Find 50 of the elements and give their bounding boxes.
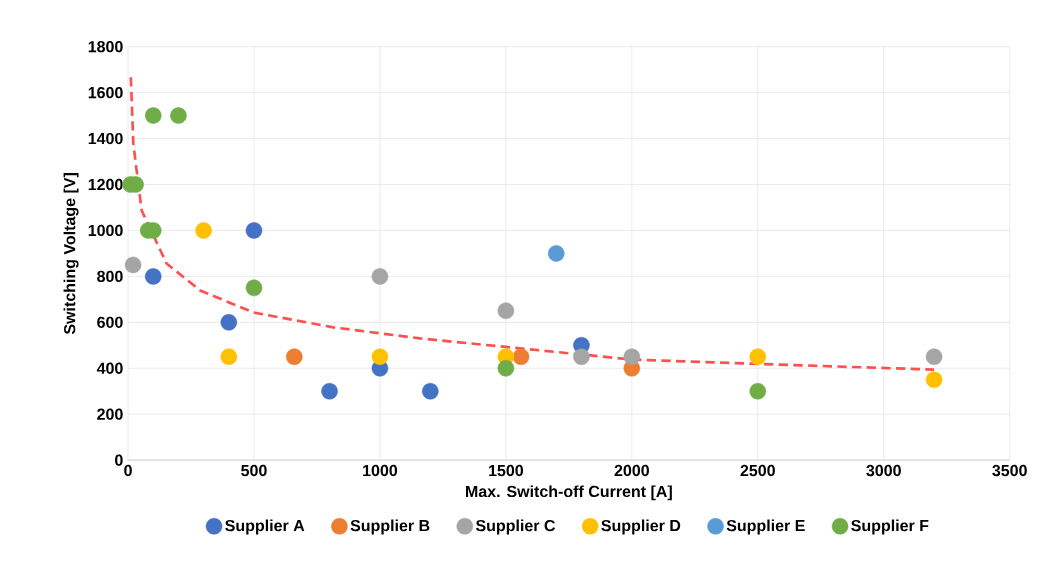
y-axis-title: Switching Voltage [V] [63, 173, 79, 335]
point [925, 371, 943, 389]
x-tick-label: 500 [241, 464, 267, 477]
point [512, 348, 530, 366]
y-tick-label: 800 [97, 270, 123, 283]
y-tick-label: 1200 [88, 178, 123, 191]
legend-label: Supplier E [726, 519, 805, 535]
point [144, 268, 162, 285]
point [497, 360, 515, 377]
point [623, 348, 641, 366]
x-tick-label: 1500 [489, 464, 524, 477]
point [170, 107, 187, 124]
legend-label: Supplier B [350, 519, 430, 535]
y-tick-label: 600 [97, 316, 123, 329]
point [321, 383, 338, 400]
point [422, 383, 439, 400]
x-tick-label: 1000 [363, 464, 398, 477]
legend-label: Supplier C [475, 519, 556, 535]
legend-label: Supplier F [851, 519, 929, 535]
point [220, 314, 238, 331]
y-tick-label: 400 [96, 362, 123, 374]
y-tick-label: 1600 [88, 87, 123, 99]
x-tick-label: 3000 [866, 464, 901, 477]
y-tick-label: 0 [115, 454, 123, 466]
point [749, 383, 767, 400]
point [547, 245, 565, 262]
x-tick-label: 3500 [992, 464, 1027, 477]
point [245, 279, 263, 297]
x-tick-label: 2000 [614, 464, 649, 477]
y-tick-label: 1000 [88, 224, 123, 237]
y-tick-label: 1800 [88, 41, 123, 53]
x-tick-label: 2500 [740, 464, 775, 477]
point [749, 348, 767, 366]
point [286, 348, 303, 366]
y-tick-label: 200 [97, 408, 123, 420]
point [220, 348, 238, 366]
x-axis-title: Max. Switch-off Current [A] [466, 485, 672, 501]
point [925, 348, 943, 366]
point [371, 268, 389, 285]
x-tick-label: 0 [124, 464, 132, 477]
point [195, 222, 212, 239]
legend-label: Supplier D [601, 519, 681, 535]
point [371, 348, 389, 366]
legend-label: Supplier A [225, 519, 305, 535]
point [144, 107, 162, 124]
y-tick-label: 1400 [88, 132, 123, 145]
point [124, 256, 142, 274]
point [573, 348, 590, 366]
point [497, 302, 515, 320]
point [245, 222, 263, 239]
